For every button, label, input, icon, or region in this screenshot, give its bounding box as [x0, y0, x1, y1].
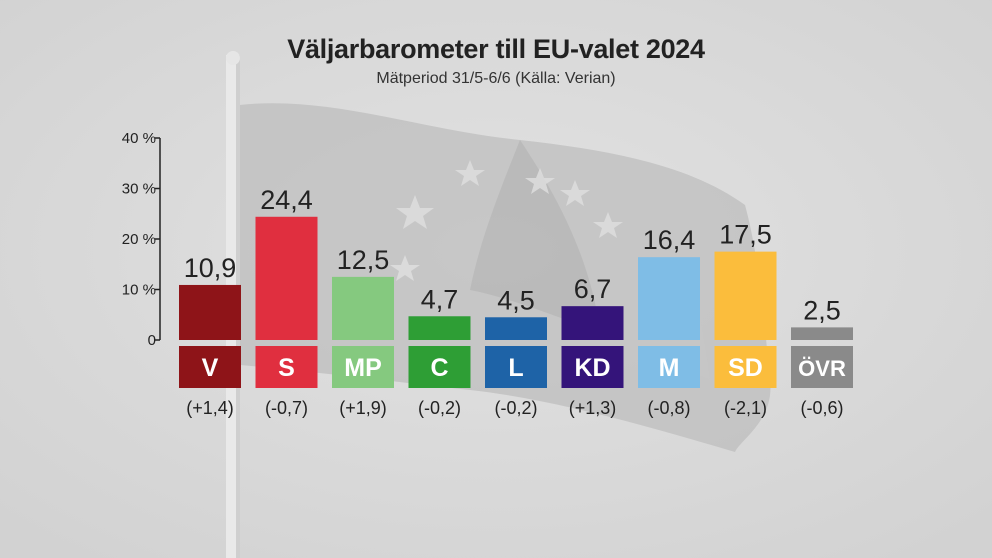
party-box-s — [255, 346, 318, 388]
y-tick-label: 40 % — [122, 130, 156, 147]
bar-kd — [561, 306, 624, 340]
party-box-övr — [791, 346, 853, 388]
value-label: 10,9 — [184, 253, 237, 283]
party-label: L — [508, 354, 523, 382]
change-label: (+1,4) — [186, 398, 234, 418]
value-label: 4,7 — [421, 284, 459, 314]
chart-title: Väljarbarometer till EU-valet 2024 — [287, 34, 705, 64]
change-label: (-0,2) — [494, 398, 537, 418]
value-label: 24,4 — [260, 185, 313, 215]
chart-subtitle: Mätperiod 31/5-6/6 (Källa: Verian) — [376, 70, 616, 87]
value-label: 16,4 — [643, 225, 696, 255]
value-label: 4,5 — [497, 285, 535, 315]
change-label: (-0,6) — [800, 398, 843, 418]
change-label: (-2,1) — [724, 398, 767, 418]
change-label: (-0,8) — [647, 398, 690, 418]
bar-l — [485, 317, 547, 340]
y-tick-label: 30 % — [122, 181, 156, 198]
value-label: 17,5 — [719, 220, 772, 250]
party-box-v — [179, 346, 241, 388]
y-tick-label: 10 % — [122, 282, 156, 299]
change-label: (-0,2) — [418, 398, 461, 418]
value-label: 12,5 — [337, 245, 390, 275]
bar-c — [408, 316, 471, 340]
party-label: V — [202, 354, 219, 382]
party-label: C — [430, 354, 448, 382]
party-box-mp — [332, 346, 394, 388]
y-tick-label: 0 — [148, 332, 156, 349]
bar-övr — [791, 327, 853, 340]
change-label: (+1,9) — [339, 398, 387, 418]
party-box-kd — [561, 346, 624, 388]
party-label: SD — [728, 354, 763, 382]
bar-mp — [332, 276, 394, 340]
party-box-m — [638, 346, 700, 388]
party-label: S — [278, 354, 295, 382]
party-label: KD — [574, 354, 610, 382]
y-tick-label: 20 % — [122, 231, 156, 248]
bar-m — [638, 257, 700, 340]
party-box-c — [408, 346, 471, 388]
party-label: ÖVR — [798, 356, 846, 381]
value-label: 6,7 — [574, 274, 612, 304]
bar-sd — [714, 251, 777, 340]
change-label: (-0,7) — [265, 398, 308, 418]
party-box-l — [485, 346, 547, 388]
bar-s — [255, 216, 318, 340]
bar-v — [179, 284, 241, 340]
party-box-sd — [714, 346, 777, 388]
change-label: (+1,3) — [569, 398, 617, 418]
party-label: MP — [344, 354, 382, 382]
party-label: M — [659, 354, 680, 382]
value-label: 2,5 — [803, 295, 841, 325]
